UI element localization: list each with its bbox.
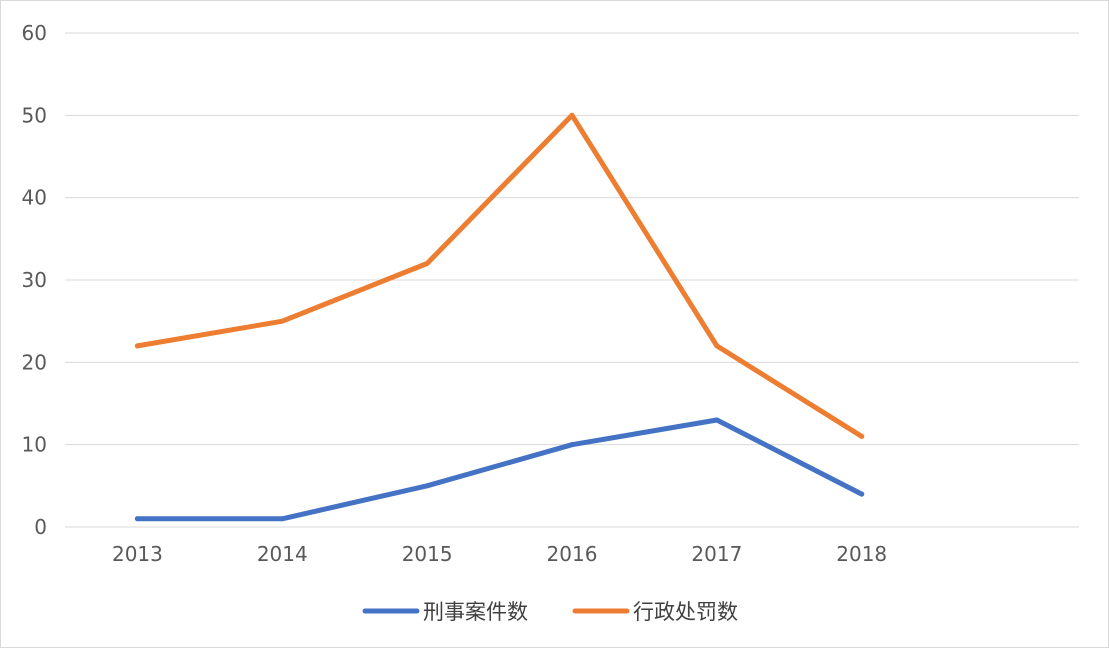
data-point bbox=[859, 491, 865, 497]
data-point bbox=[279, 516, 285, 522]
data-point bbox=[714, 417, 720, 423]
y-axis-ticks: 0 10 20 30 40 50 60 bbox=[22, 21, 47, 539]
x-axis-ticks: 2013 2014 2015 2016 2017 2018 bbox=[112, 542, 887, 566]
data-point bbox=[859, 433, 865, 439]
y-tick-label: 60 bbox=[22, 21, 47, 45]
data-point bbox=[424, 483, 430, 489]
data-point bbox=[134, 343, 140, 349]
legend-label: 行政处罚数 bbox=[633, 600, 738, 624]
x-tick-label: 2018 bbox=[836, 542, 887, 566]
y-tick-label: 40 bbox=[22, 186, 47, 210]
data-point bbox=[569, 442, 575, 448]
x-tick-label: 2013 bbox=[112, 542, 163, 566]
y-tick-label: 50 bbox=[22, 103, 47, 127]
series-lines bbox=[134, 112, 865, 522]
data-point bbox=[424, 261, 430, 267]
series-line-0 bbox=[134, 417, 865, 522]
data-point bbox=[714, 343, 720, 349]
y-tick-label: 0 bbox=[34, 515, 47, 539]
data-point bbox=[134, 516, 140, 522]
data-point bbox=[569, 112, 575, 118]
x-tick-label: 2016 bbox=[547, 542, 598, 566]
gridlines bbox=[65, 32, 1079, 528]
legend-label: 刑事案件数 bbox=[423, 600, 528, 624]
y-tick-label: 30 bbox=[22, 268, 47, 292]
y-tick-label: 20 bbox=[22, 350, 47, 374]
x-tick-label: 2014 bbox=[257, 542, 308, 566]
data-point bbox=[279, 318, 285, 324]
x-tick-label: 2017 bbox=[691, 542, 742, 566]
legend: 刑事案件数 行政处罚数 bbox=[362, 600, 738, 624]
x-tick-label: 2015 bbox=[402, 542, 453, 566]
series-line-1 bbox=[134, 112, 865, 439]
y-tick-label: 10 bbox=[22, 433, 47, 457]
